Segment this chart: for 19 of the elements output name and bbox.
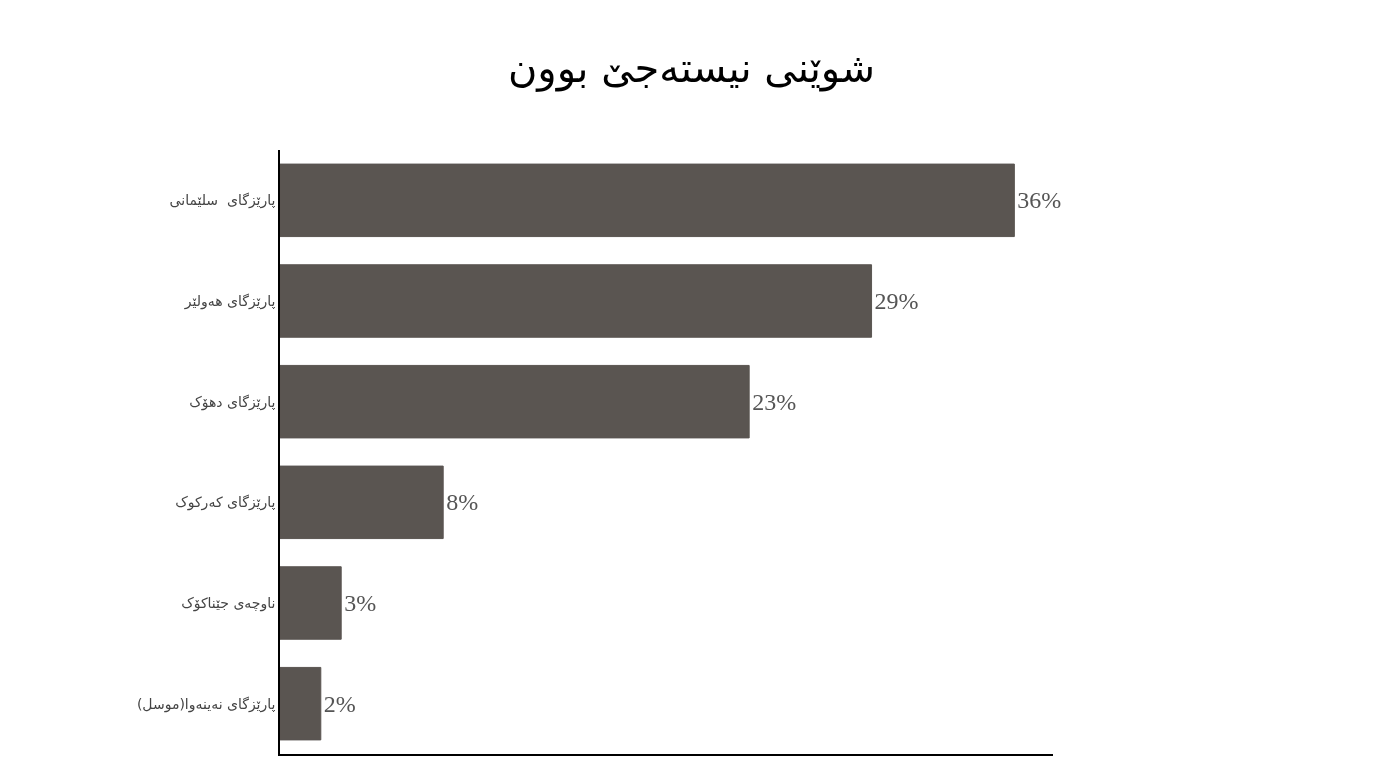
bar: [280, 364, 750, 439]
bar: [280, 264, 873, 338]
y-tick-label: ناوچەی جێناکۆک: [181, 594, 276, 612]
data-label: 8%: [446, 489, 479, 516]
y-tick-label: پارێزگای دهۆک: [189, 393, 276, 411]
data-label: 3%: [344, 590, 377, 616]
y-tick-label: پارێزگای کەرکوک: [175, 494, 276, 512]
data-label: 36%: [1017, 187, 1062, 214]
data-label: 23%: [752, 388, 797, 415]
chart-title: شوێنی نیستەجێ بوون: [507, 45, 876, 93]
y-tick-label: پارێزگای هەولێر: [183, 292, 276, 310]
bar: [280, 566, 342, 640]
data-label: 29%: [874, 288, 919, 314]
bar: [280, 666, 322, 741]
bar: [280, 163, 1015, 238]
data-label: 2%: [323, 690, 356, 717]
y-tick-label: پارێزگای سلێمانی: [169, 192, 276, 210]
y-tick-label: پارێزگای نەینەوا(موسل): [136, 695, 276, 713]
bar: [280, 465, 444, 540]
